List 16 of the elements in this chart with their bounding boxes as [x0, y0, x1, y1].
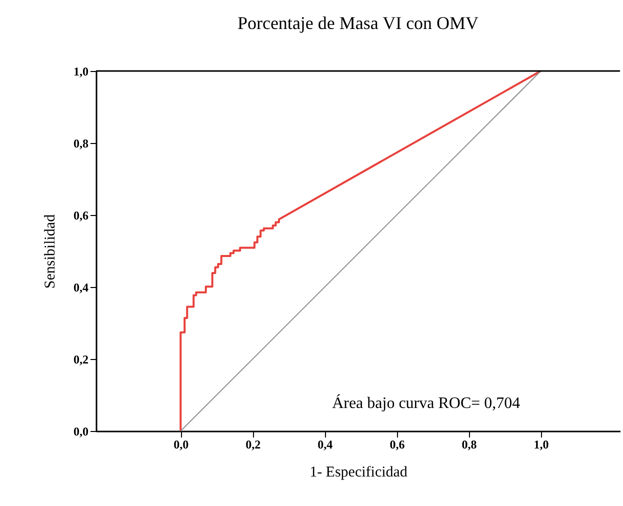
x-tick-label: 0,2: [246, 438, 261, 452]
chart-title: Porcentaje de Masa VI con OMV: [237, 13, 479, 33]
x-tick-label: 0,8: [462, 438, 477, 452]
y-tick-label: 0,2: [74, 352, 88, 366]
y-tick-label: 0,0: [74, 424, 88, 438]
y-tick-label: 0,8: [74, 136, 88, 150]
x-tick-label: 0,4: [318, 438, 333, 452]
y-tick-label: 1,0: [74, 64, 88, 78]
y-tick-label: 0,4: [74, 280, 88, 294]
x-tick-label: 1,0: [534, 438, 549, 452]
x-axis-title: 1- Especificidad: [310, 464, 408, 480]
y-tick-label: 0,6: [74, 208, 88, 222]
x-tick-label: 0,6: [390, 438, 405, 452]
annotation: Área bajo curva ROC= 0,704: [332, 394, 520, 412]
x-tick-label: 0,0: [174, 438, 189, 452]
y-axis-title: Sensibilidad: [42, 214, 58, 289]
